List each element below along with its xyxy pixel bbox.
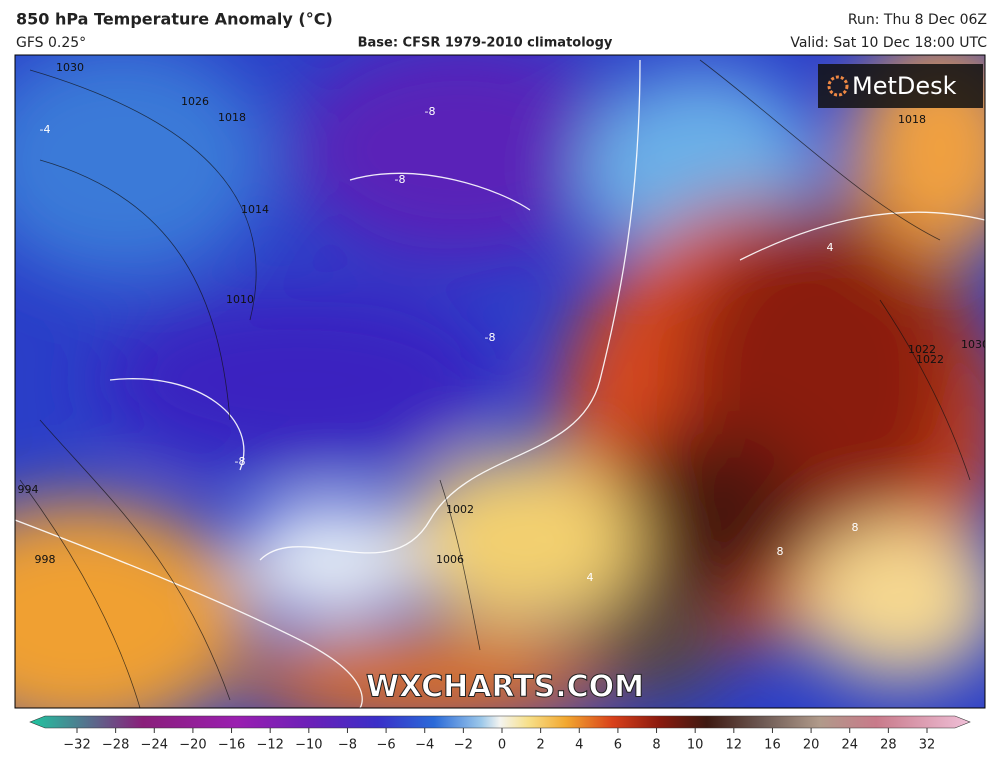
colorbar-tick-label: 10 [687, 738, 704, 753]
colorbar-tick-label: 24 [841, 738, 858, 753]
map-frame [14, 54, 986, 709]
contour-label: 1022 [908, 343, 936, 356]
colorbar-tick-label: 16 [764, 738, 781, 753]
contour-label: -8 [485, 331, 496, 344]
contour-label: 1030 [56, 61, 84, 74]
contour-label: 1006 [436, 553, 464, 566]
colorbar-ticks: −32 −28 −24 −20 −16 −12 −10 −8 −6 −4 −2 0 2 4 6 8 10 12 16… [63, 728, 935, 753]
contour-label: 4 [827, 241, 834, 254]
colorbar-tick-label: 0 [498, 738, 506, 753]
colorbar-tick-label: −6 [377, 738, 396, 753]
contour-label: 994 [18, 483, 39, 496]
colorbar-tick-label: 20 [803, 738, 820, 753]
contour-label: 1018 [898, 113, 926, 126]
contour-label: 1002 [446, 503, 474, 516]
contour-label: 8 [852, 521, 859, 534]
colorbar-tick-label: −32 [63, 738, 90, 753]
colorbar-tick-label: −20 [179, 738, 206, 753]
map: 1030 1026 1022 1018 1014 1010 1006 1002 998 994 10… [15, 55, 989, 708]
logo-box: MetDesk [818, 64, 983, 108]
colorbar-tick-label: −12 [256, 738, 283, 753]
contour-label: -8 [235, 455, 246, 468]
contour-labels: 1030 1026 1022 1018 1014 1010 1006 1002 998 994 10… [18, 61, 989, 584]
contour-label: 1022 [916, 353, 944, 366]
colorbar-tick-label: −4 [415, 738, 434, 753]
watermark: WXCHARTS.COM [366, 670, 644, 705]
colorbar-tick-label: 8 [652, 738, 660, 753]
colorbar-tick-label: 28 [880, 738, 897, 753]
contour-label: 1030 [961, 338, 989, 351]
colorbar-tick-label: 2 [536, 738, 544, 753]
contour-label: -8 [425, 105, 436, 118]
logo: MetDesk [852, 72, 957, 100]
run: Run: Thu 8 Dec 06Z [848, 12, 987, 28]
model: GFS 0.25° [16, 35, 86, 51]
valid: Valid: Sat 10 Dec 18:00 UTC [790, 35, 987, 51]
colorbar-tick-label: −16 [218, 738, 245, 753]
colorbar-tick-label: 32 [919, 738, 936, 753]
colorbar [29, 715, 971, 729]
contour-label: 998 [35, 553, 56, 566]
colorbar-tick-label: −10 [295, 738, 322, 753]
contour-label: 1010 [226, 293, 254, 306]
title: 850 hPa Temperature Anomaly (°C) [16, 10, 333, 29]
colorbar-tick-label: 12 [726, 738, 743, 753]
header: 850 hPa Temperature Anomaly (°C) GFS 0.2… [16, 10, 987, 52]
colorbar-tick-label: −8 [338, 738, 357, 753]
colorbar-tick-label: 6 [614, 738, 622, 753]
contour-label: 1018 [218, 111, 246, 124]
colorbar-tick-label: −2 [454, 738, 473, 753]
contour-label: 8 [777, 545, 784, 558]
contour-label: 1026 [181, 95, 209, 108]
contour-label: -8 [395, 173, 406, 186]
base: Base: CFSR 1979-2010 climatology [358, 36, 613, 51]
contour-label: 4 [587, 571, 594, 584]
contour-label: -4 [40, 123, 51, 136]
colorbar-tick-label: −24 [141, 738, 168, 753]
contour-label: 1014 [241, 203, 269, 216]
colorbar-tick-label: 4 [575, 738, 583, 753]
colorbar-tick-label: −28 [102, 738, 129, 753]
